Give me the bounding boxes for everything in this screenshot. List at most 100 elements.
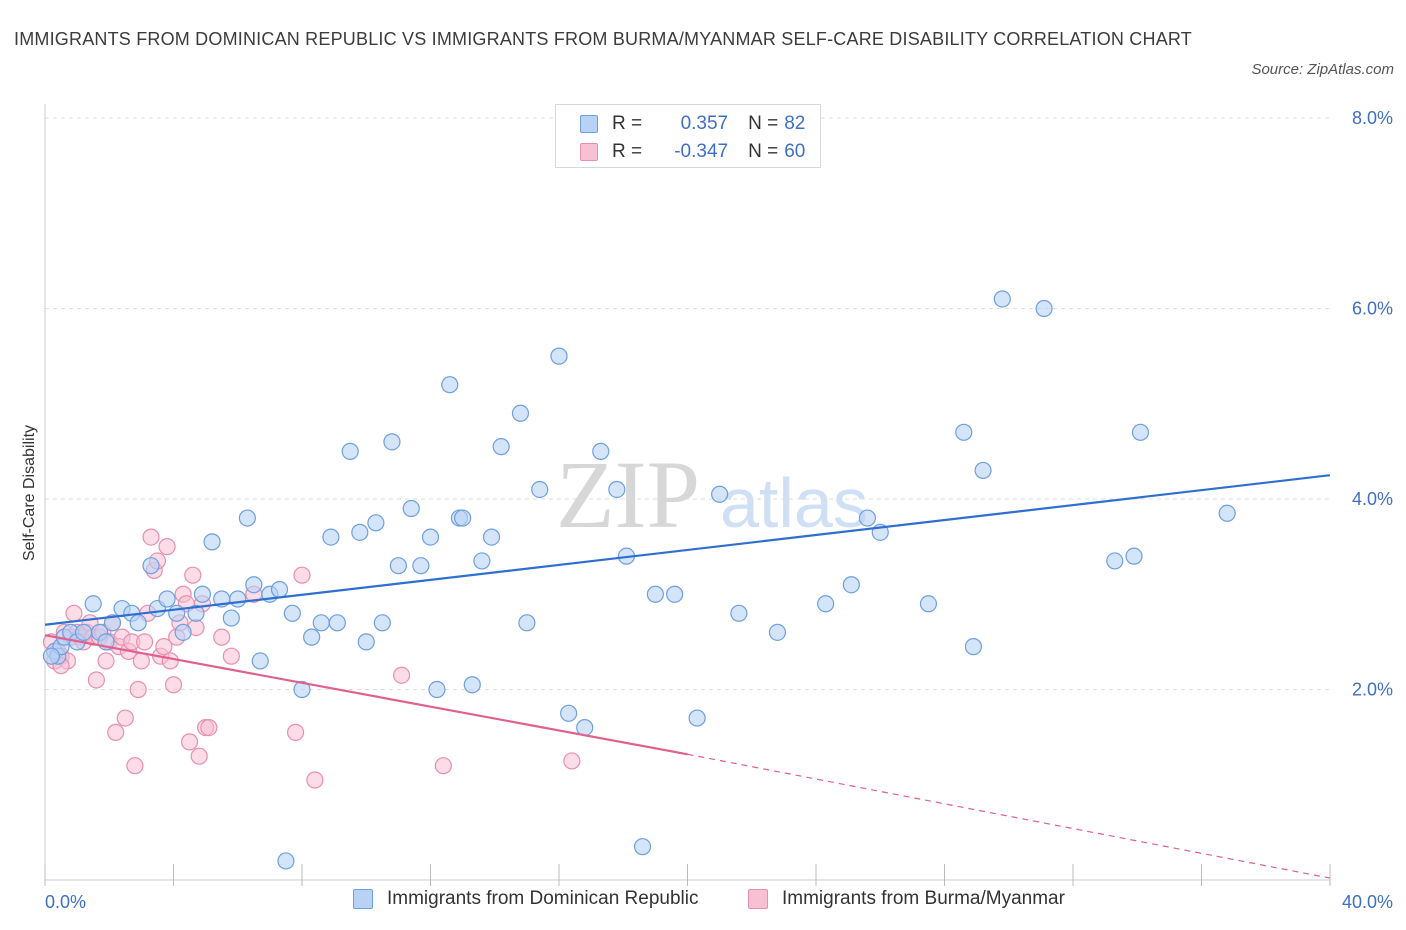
data-point-dominican <box>303 628 321 646</box>
data-point-dominican <box>74 623 93 641</box>
data-point-dominican <box>142 557 160 575</box>
data-point-burma <box>563 752 581 770</box>
data-point-dominican <box>711 485 729 503</box>
data-point-dominican <box>454 509 472 527</box>
legend-label-burma: Immigrants from Burma/Myanmar <box>782 888 1065 909</box>
legend-r-value-dominican: 0.357 <box>680 113 729 134</box>
data-point-burma <box>126 757 144 775</box>
data-point-burma <box>132 652 150 670</box>
data-point-dominican <box>1035 299 1053 318</box>
data-point-burma <box>135 633 154 651</box>
watermark: ZIP atlas <box>556 441 868 548</box>
data-point-dominican <box>383 433 401 451</box>
legend-row-burma: R = -0.347 N = 60 <box>580 137 805 167</box>
data-point-burma <box>392 666 411 684</box>
data-point-dominican <box>1106 552 1124 570</box>
legend-swatch-dominican <box>580 115 598 133</box>
data-point-burma <box>213 628 231 646</box>
axes <box>44 104 1331 886</box>
data-point-dominican <box>993 290 1011 308</box>
data-point-dominican <box>389 557 407 575</box>
data-point-dominican <box>277 852 295 870</box>
data-point-dominican <box>158 590 176 608</box>
data-point-dominican <box>367 514 385 532</box>
data-point-burma <box>306 771 324 789</box>
data-point-dominican <box>373 614 391 632</box>
data-point-dominican <box>842 576 860 594</box>
data-point-dominican <box>919 595 938 613</box>
data-point-dominican <box>518 614 536 632</box>
legend-swatch-burma <box>580 143 598 161</box>
data-point-dominican <box>482 528 501 546</box>
data-point-burma <box>65 604 83 622</box>
legend-label-dominican: Immigrants from Dominican Republic <box>387 888 699 909</box>
data-point-burma <box>180 733 199 751</box>
watermark-atlas: atlas <box>720 464 868 542</box>
data-point-dominican <box>203 533 221 551</box>
y-tick-label: 6.0% <box>1352 299 1393 319</box>
y-tick-label: 8.0% <box>1352 108 1393 128</box>
data-point-burma <box>434 757 452 775</box>
series-legend: Immigrants from Dominican Republic Immig… <box>0 888 1406 916</box>
data-point-dominican <box>193 585 212 603</box>
legend-item-dominican: Immigrants from Dominican Republic <box>353 888 699 910</box>
data-point-dominican <box>402 499 420 518</box>
data-point-dominican <box>550 347 568 365</box>
legend-row-dominican: R = 0.357 N = 82 <box>580 109 805 139</box>
data-point-dominican <box>270 580 289 599</box>
data-point-dominican <box>357 633 375 651</box>
data-point-dominican <box>730 604 748 622</box>
x-tick-label: 0.0% <box>45 892 86 912</box>
series-dominican-points <box>42 290 1236 870</box>
data-point-dominican <box>322 528 340 546</box>
data-point-dominican <box>341 442 359 460</box>
data-point-burma <box>286 723 305 741</box>
data-point-dominican <box>768 623 787 641</box>
data-point-burma <box>142 528 160 546</box>
data-point-burma <box>222 647 240 665</box>
y-tick-label: 2.0% <box>1352 680 1393 700</box>
data-point-burma <box>184 566 202 584</box>
trend-line-burma <box>44 634 688 756</box>
data-point-dominican <box>421 528 440 546</box>
data-point-burma <box>107 723 125 741</box>
data-point-dominican <box>174 623 192 641</box>
data-point-dominican <box>974 461 992 480</box>
data-point-burma <box>87 671 106 689</box>
legend-swatch-burma <box>748 889 768 909</box>
data-point-burma <box>155 638 173 656</box>
trend-line-dominican <box>44 474 1331 626</box>
legend-n-value-dominican: 82 <box>784 113 806 134</box>
legend-r-label: R = <box>612 141 643 162</box>
data-point-burma <box>129 680 147 699</box>
data-point-dominican <box>238 509 256 527</box>
correlation-legend: R = 0.357 N = 82 R = -0.347 N = 60 <box>555 104 821 168</box>
data-point-dominican <box>688 709 706 727</box>
data-point-dominican <box>646 585 664 603</box>
data-point-dominican <box>251 652 269 670</box>
data-point-dominican <box>666 585 684 603</box>
data-point-dominican <box>103 614 122 632</box>
data-point-burma <box>190 747 208 765</box>
legend-r-value-burma: -0.347 <box>674 141 729 162</box>
data-point-burma <box>200 718 218 737</box>
data-point-burma <box>158 538 176 556</box>
data-point-dominican <box>511 404 530 422</box>
y-tick-label: 4.0% <box>1352 489 1393 509</box>
legend-n-label: N = <box>748 141 779 162</box>
data-point-burma <box>97 652 115 670</box>
data-point-burma <box>164 676 183 694</box>
legend-r-label: R = <box>612 113 643 134</box>
legend-swatch-dominican <box>353 889 373 909</box>
data-point-dominican <box>1131 423 1150 441</box>
data-point-dominican <box>817 595 835 613</box>
data-point-dominican <box>463 676 481 694</box>
data-point-dominican <box>129 614 147 632</box>
trend-line-burma-extension <box>687 753 1331 879</box>
data-point-burma <box>116 709 134 727</box>
data-point-dominican <box>492 438 510 456</box>
data-point-dominican <box>245 576 263 594</box>
data-point-dominican <box>858 509 877 527</box>
data-point-dominican <box>964 638 983 656</box>
